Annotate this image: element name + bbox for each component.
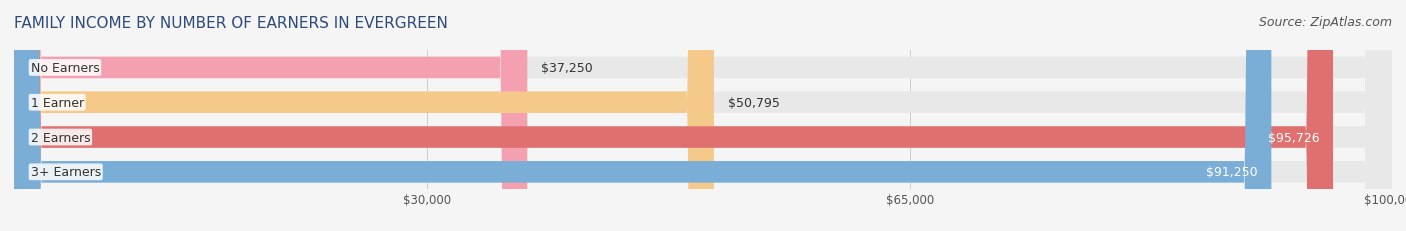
Text: 1 Earner: 1 Earner <box>31 96 84 109</box>
Text: $91,250: $91,250 <box>1206 166 1257 179</box>
Text: $95,726: $95,726 <box>1268 131 1319 144</box>
Text: 2 Earners: 2 Earners <box>31 131 90 144</box>
FancyBboxPatch shape <box>14 0 1392 231</box>
Text: No Earners: No Earners <box>31 62 100 75</box>
FancyBboxPatch shape <box>14 0 1392 231</box>
Text: $50,795: $50,795 <box>728 96 779 109</box>
FancyBboxPatch shape <box>14 0 1333 231</box>
Text: Source: ZipAtlas.com: Source: ZipAtlas.com <box>1258 16 1392 29</box>
FancyBboxPatch shape <box>14 0 527 231</box>
FancyBboxPatch shape <box>14 0 1392 231</box>
Text: FAMILY INCOME BY NUMBER OF EARNERS IN EVERGREEN: FAMILY INCOME BY NUMBER OF EARNERS IN EV… <box>14 16 449 31</box>
FancyBboxPatch shape <box>14 0 1392 231</box>
FancyBboxPatch shape <box>14 0 714 231</box>
Text: 3+ Earners: 3+ Earners <box>31 166 101 179</box>
Text: $37,250: $37,250 <box>541 62 593 75</box>
FancyBboxPatch shape <box>14 0 1271 231</box>
